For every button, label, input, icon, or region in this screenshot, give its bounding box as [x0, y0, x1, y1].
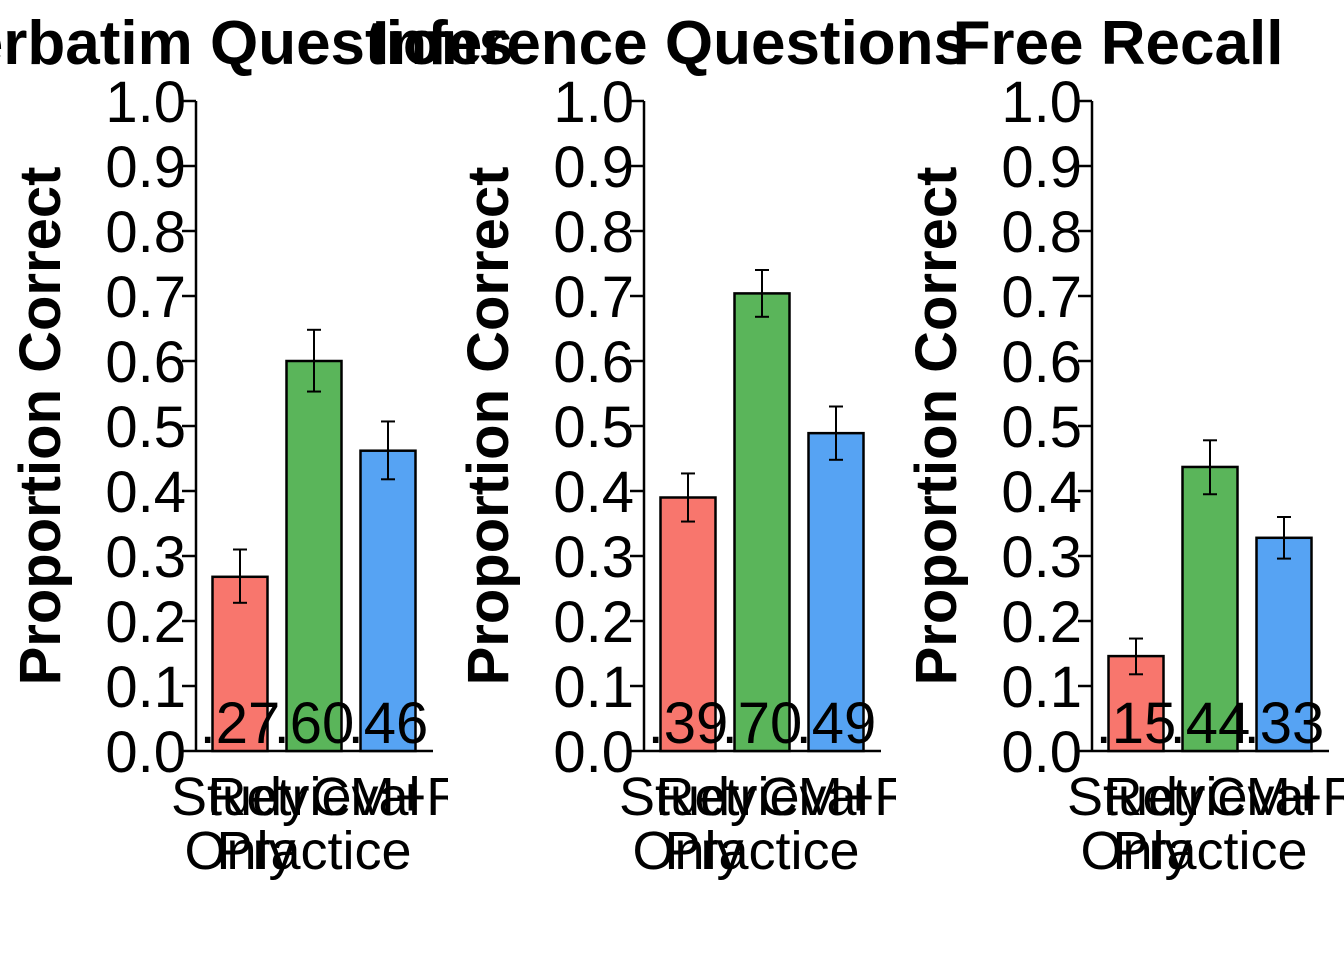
- y-tick-label: 0.6: [553, 330, 634, 395]
- bar-2: [1181, 465, 1239, 753]
- y-tick-label: 0.9: [1001, 135, 1082, 200]
- chart-title: Free Recall: [953, 9, 1284, 78]
- y-tick-label: 0.0: [1001, 720, 1082, 785]
- bar-3: [1255, 536, 1313, 753]
- data-label: .33: [1244, 691, 1325, 756]
- y-tick-label: 0.6: [105, 330, 186, 395]
- y-tick-label: 0.2: [553, 590, 634, 655]
- y-tick-label: 0.0: [553, 720, 634, 785]
- y-axis-label: Proportion Correct: [456, 167, 521, 686]
- y-tick-label: 1.0: [1001, 70, 1082, 135]
- x-tick-label: CM+R: [311, 767, 466, 827]
- y-tick-label: 0.4: [105, 460, 186, 525]
- chart-panel-2: Proportion Correct0.00.10.20.30.40.50.60…: [372, 9, 968, 881]
- bar-2: [285, 359, 343, 753]
- data-label: .15: [1096, 691, 1177, 756]
- y-axis-label: Proportion Correct: [8, 167, 73, 686]
- y-tick-label: 0.8: [105, 200, 186, 265]
- y-tick-label: 0.1: [105, 655, 186, 720]
- data-label: .49: [796, 691, 877, 756]
- y-tick-label: 0.7: [105, 265, 186, 330]
- y-tick-label: 0.9: [105, 135, 186, 200]
- y-tick-label: 0.3: [105, 525, 186, 590]
- y-tick-label: 0.4: [1001, 460, 1082, 525]
- data-label: .46: [348, 691, 429, 756]
- y-tick-label: 0.7: [553, 265, 634, 330]
- y-tick-label: 0.2: [105, 590, 186, 655]
- bar-3: [359, 449, 417, 753]
- y-tick-label: 0.8: [553, 200, 634, 265]
- chart-panel-1: Proportion Correct0.00.10.20.30.40.50.60…: [0, 9, 513, 881]
- x-tick-label: Study: [619, 767, 757, 827]
- y-tick-label: 0.5: [105, 395, 186, 460]
- y-tick-label: 0.0: [105, 720, 186, 785]
- x-tick-label: Practice: [664, 821, 859, 881]
- x-tick-label: Retrieval: [655, 767, 868, 827]
- chart-panel-3: Proportion Correct0.00.10.20.30.40.50.60…: [904, 9, 1344, 881]
- x-tick-label: Only: [1080, 821, 1191, 881]
- y-tick-label: 0.9: [553, 135, 634, 200]
- x-tick-label: CM+R: [759, 767, 914, 827]
- x-tick-label: Practice: [216, 821, 411, 881]
- y-tick-label: 1.0: [105, 70, 186, 135]
- x-tick-label: Study: [171, 767, 309, 827]
- chart-title: Inference Questions: [372, 9, 968, 78]
- bar-1: [659, 496, 717, 753]
- x-tick-label: CM+R: [1207, 767, 1344, 827]
- y-tick-label: 0.5: [553, 395, 634, 460]
- bar-1: [211, 575, 269, 753]
- y-tick-label: 0.5: [1001, 395, 1082, 460]
- x-tick-label: Study: [1067, 767, 1205, 827]
- x-tick-label: Retrieval: [207, 767, 420, 827]
- y-tick-label: 0.7: [1001, 265, 1082, 330]
- data-label: .44: [1170, 691, 1251, 756]
- x-tick-label: Retrieval: [1103, 767, 1316, 827]
- y-tick-label: 0.3: [1001, 525, 1082, 590]
- data-label: .60: [274, 691, 355, 756]
- y-axis-label: Proportion Correct: [904, 167, 969, 686]
- bar-1: [1107, 654, 1165, 753]
- y-tick-label: 0.3: [553, 525, 634, 590]
- y-tick-label: 0.1: [1001, 655, 1082, 720]
- y-tick-label: 0.8: [1001, 200, 1082, 265]
- bar-3: [807, 431, 865, 753]
- y-tick-label: 1.0: [553, 70, 634, 135]
- bar-2: [733, 292, 791, 753]
- y-tick-label: 0.1: [553, 655, 634, 720]
- data-label: .70: [722, 691, 803, 756]
- data-label: .39: [648, 691, 729, 756]
- panel-content: Proportion Correct0.00.10.20.30.40.50.60…: [8, 70, 466, 881]
- y-tick-label: 0.4: [553, 460, 634, 525]
- x-tick-label: Only: [632, 821, 743, 881]
- data-label: .27: [200, 691, 281, 756]
- panel-content: Proportion Correct0.00.10.20.30.40.50.60…: [456, 70, 914, 881]
- x-tick-label: Only: [184, 821, 295, 881]
- x-tick-label: Practice: [1112, 821, 1307, 881]
- y-tick-label: 0.2: [1001, 590, 1082, 655]
- chart-title: Verbatim Questions: [0, 9, 513, 78]
- y-tick-label: 0.6: [1001, 330, 1082, 395]
- panel-content: Proportion Correct0.00.10.20.30.40.50.60…: [904, 70, 1344, 881]
